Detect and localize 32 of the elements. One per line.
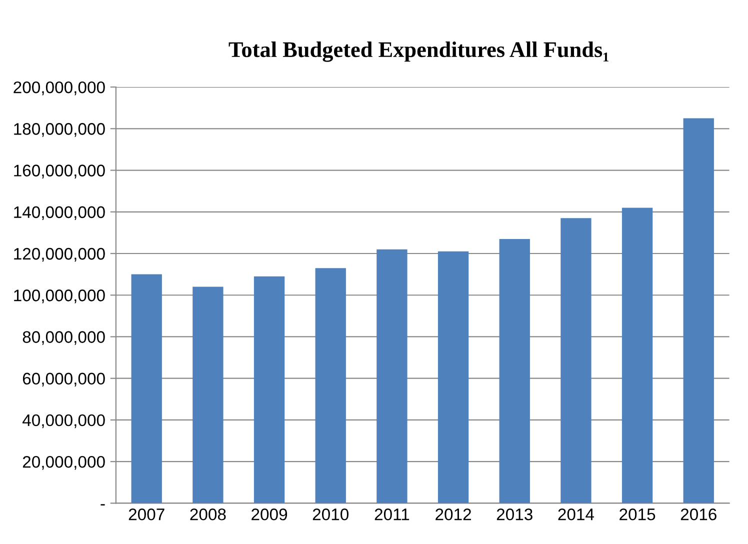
y-tick-label: 160,000,000 — [14, 164, 105, 178]
bar — [254, 276, 285, 504]
x-tick-label: 2014 — [558, 508, 594, 520]
bar — [499, 238, 530, 504]
bar — [683, 118, 714, 504]
chart-title: Total Budgeted Expenditures All Funds₁ — [228, 42, 608, 62]
x-tick-label: 2009 — [252, 508, 288, 520]
y-tick-label: 120,000,000 — [14, 248, 105, 262]
bar — [315, 268, 346, 504]
y-tick-label: - — [100, 504, 105, 506]
y-tick-label: 20,000,000 — [22, 456, 105, 470]
y-tick-label: 80,000,000 — [22, 331, 105, 345]
bar — [438, 251, 469, 504]
bar — [376, 249, 408, 504]
y-tick-label: 180,000,000 — [14, 123, 105, 137]
y-tick-label: 60,000,000 — [22, 372, 105, 387]
y-tick-label: 200,000,000 — [14, 81, 105, 96]
y-tick-label: 140,000,000 — [14, 206, 105, 220]
bar — [560, 218, 592, 504]
bar — [131, 274, 162, 504]
y-tick-label: 100,000,000 — [14, 290, 105, 304]
x-tick-label: 2007 — [128, 508, 164, 520]
x-tick-label: 2012 — [436, 508, 471, 520]
x-tick-label: 2016 — [680, 508, 716, 520]
x-tick-label: 2013 — [496, 508, 532, 520]
bar — [192, 286, 224, 504]
bar — [622, 208, 653, 504]
x-tick-label: 2015 — [620, 508, 656, 520]
x-tick-label: 2010 — [312, 508, 349, 520]
x-tick-label: 2011 — [374, 508, 410, 520]
y-tick-label: 40,000,000 — [22, 414, 105, 428]
x-tick-label: 2008 — [190, 508, 226, 520]
